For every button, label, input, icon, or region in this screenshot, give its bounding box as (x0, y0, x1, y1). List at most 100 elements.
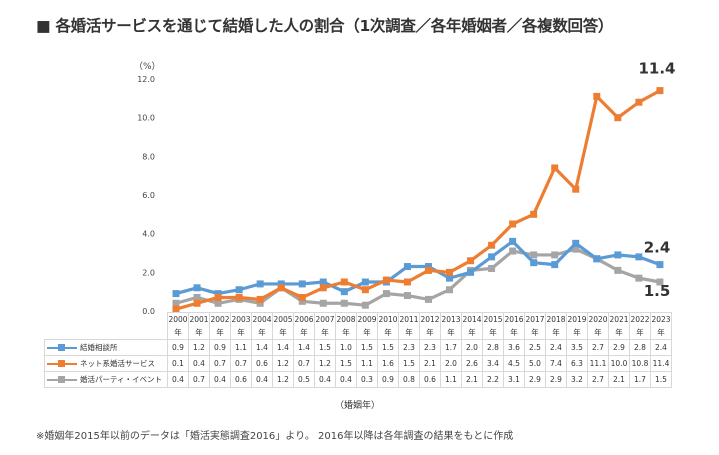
year-header: 2015 (482, 312, 504, 326)
data-point (572, 239, 580, 247)
data-point (656, 261, 664, 269)
year-header: 2019 (566, 312, 588, 326)
data-point (172, 290, 180, 298)
table-row: 結婚相談所 0.9 1.2 0.9 1.1 1.4 1.4 1.4 1.5 1.0 1.5 1.5 2.… (44, 339, 672, 356)
data-point (361, 301, 369, 309)
data-point (614, 114, 622, 122)
table-cell: 1.4 (293, 339, 315, 356)
data-point (172, 305, 180, 313)
year-suffix: 年 (209, 326, 231, 340)
year-suffix: 年 (482, 326, 504, 340)
table-cell: 2.4 (650, 339, 672, 356)
table-cell: 2.9 (545, 371, 567, 388)
data-point (614, 251, 622, 259)
year-header: 2012 (419, 312, 441, 326)
data-point (319, 278, 327, 286)
table-cell: 3.5 (566, 339, 588, 356)
table-cell: 11.4 (650, 355, 672, 372)
table-cell: 1.0 (335, 339, 357, 356)
year-suffix: 年 (608, 326, 630, 340)
data-point (256, 295, 264, 303)
data-point (656, 278, 664, 286)
year-header: 2001 (188, 312, 210, 326)
table-cell: 2.7 (587, 371, 609, 388)
data-table: 2000 2001 2002 2003 2004 2005 2006 2007 2008 2009… (44, 312, 672, 388)
table-cell: 0.9 (209, 339, 231, 356)
data-point (593, 255, 601, 263)
table-cell: 2.1 (461, 371, 483, 388)
data-point (277, 284, 285, 292)
table-cell: 1.2 (188, 339, 210, 356)
data-point (593, 92, 601, 100)
year-header: 2006 (293, 312, 315, 326)
y-tick-label: 6.0 (142, 191, 155, 200)
end-value-label: 2.4 (644, 239, 671, 257)
data-point (635, 98, 643, 106)
table-cell: 0.4 (314, 371, 336, 388)
year-suffix: 年 (629, 326, 651, 340)
data-point (298, 297, 306, 305)
table-cell: 2.9 (608, 339, 630, 356)
data-point (446, 274, 454, 282)
year-header: 2010 (377, 312, 399, 326)
year-header: 2007 (314, 312, 336, 326)
data-point (635, 274, 643, 282)
data-point (656, 87, 664, 95)
year-header: 2022 (629, 312, 651, 326)
y-tick-label: 8.0 (142, 152, 155, 161)
end-value-label: 1.5 (644, 282, 671, 300)
data-point (172, 299, 180, 307)
table-cell: 11.1 (587, 355, 609, 372)
table-cell: 1.5 (356, 339, 378, 356)
year-header: 2020 (587, 312, 609, 326)
data-point (214, 290, 222, 298)
table-cell: 0.7 (293, 355, 315, 372)
table-cell: 0.6 (251, 355, 273, 372)
table-cell: 2.6 (461, 355, 483, 372)
table-cell: 0.9 (167, 339, 189, 356)
series-line-1 (175, 89, 661, 311)
year-header: 2000 (167, 312, 189, 326)
data-point (277, 280, 285, 288)
data-point (572, 245, 580, 253)
chart-title: ■ 各婚活サービスを通じて結婚した人の割合（1次調査／各年婚姻者／各複数回答） (36, 17, 614, 35)
year-suffix: 年 (251, 326, 273, 340)
table-cell: 6.3 (566, 355, 588, 372)
data-point (509, 237, 517, 245)
year-suffix: 年 (524, 326, 546, 340)
data-point (551, 164, 559, 172)
data-point (193, 284, 201, 292)
data-point (614, 266, 622, 274)
table-cell: 3.2 (566, 371, 588, 388)
data-point (572, 185, 580, 193)
series-name: 婚活パーティ・イベント (80, 375, 163, 384)
series-name: ネット系婚活サービス (80, 359, 155, 368)
table-cell: 0.7 (209, 355, 231, 372)
table-cell: 4.5 (503, 355, 525, 372)
legend-marker-icon (47, 344, 77, 352)
legend-marker-icon (47, 376, 77, 384)
series-name: 結婚相談所 (80, 343, 118, 352)
y-tick-label: 4.0 (142, 230, 155, 239)
year-suffix: 年 (650, 326, 672, 340)
year-suffix: 年 (167, 326, 189, 340)
table-cell: 2.8 (629, 339, 651, 356)
year-suffix: 年 (293, 326, 315, 340)
table-cell: 2.7 (587, 339, 609, 356)
year-header: 2004 (251, 312, 273, 326)
table-cell: 2.0 (461, 339, 483, 356)
data-point (382, 290, 390, 298)
year-header: 2014 (461, 312, 483, 326)
table-cell: 2.0 (440, 355, 462, 372)
table-row: ネット系婚活サービス 0.1 0.4 0.7 0.7 0.6 1.2 0.7 1.2 1.5 1.1… (44, 355, 672, 372)
year-suffix: 年 (419, 326, 441, 340)
y-tick-label: 12.0 (137, 75, 155, 84)
legend-entry: 婚活パーティ・イベント (44, 371, 168, 388)
table-cell: 10.0 (608, 355, 630, 372)
table-cell: 0.4 (167, 371, 189, 388)
data-point (403, 292, 411, 300)
data-point (340, 299, 348, 307)
data-point (298, 280, 306, 288)
data-point (635, 253, 643, 261)
legend-marker-icon (47, 360, 77, 368)
